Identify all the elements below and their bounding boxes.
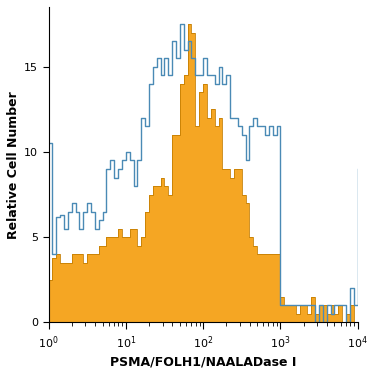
X-axis label: PSMA/FOLH1/NAALADase I: PSMA/FOLH1/NAALADase I xyxy=(110,355,296,368)
Y-axis label: Relative Cell Number: Relative Cell Number xyxy=(7,91,20,238)
